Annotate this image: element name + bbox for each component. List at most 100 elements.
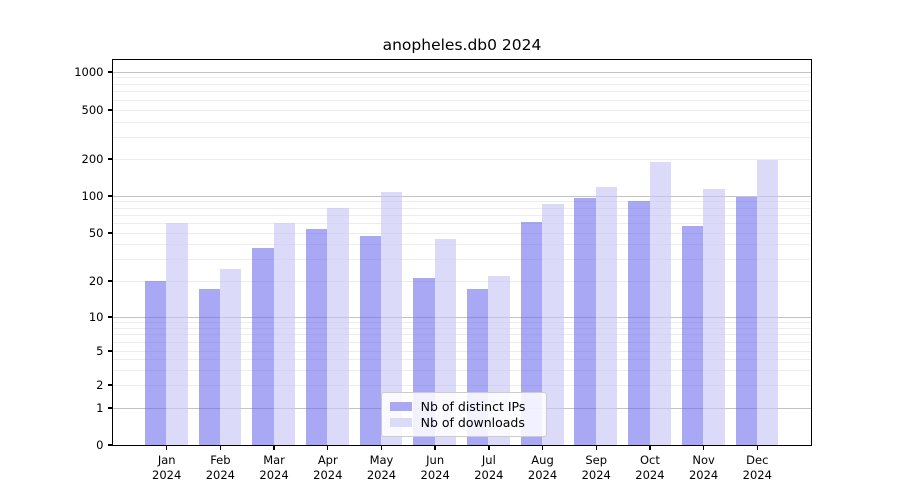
bar-distinct-ips-mar xyxy=(252,248,274,445)
bar-downloads-apr xyxy=(327,207,349,445)
y-tick-label-2: 2 xyxy=(96,378,104,392)
bar-distinct-ips-jan xyxy=(144,280,167,445)
x-tick-mark xyxy=(756,445,758,450)
gridline-minor xyxy=(112,207,811,209)
bar-distinct-ips-aug xyxy=(520,222,543,445)
y-tick-label-50: 50 xyxy=(88,226,104,240)
y-tick-mark xyxy=(107,316,112,318)
x-tick-mark xyxy=(273,445,275,450)
gridline-minor xyxy=(112,259,811,261)
x-tick-label-apr: Apr 2024 xyxy=(313,453,343,482)
y-tick-label-200: 200 xyxy=(81,152,104,166)
gridline-minor xyxy=(112,369,811,371)
gridline-minor xyxy=(112,109,811,111)
y-tick-mark xyxy=(107,350,112,352)
x-tick-mark xyxy=(380,445,383,450)
gridline-minor xyxy=(112,91,811,93)
y-tick-mark xyxy=(107,444,112,446)
gridline-minor xyxy=(112,99,811,101)
x-tick-mark xyxy=(702,445,705,450)
gridline-minor xyxy=(112,136,811,138)
x-tick-mark xyxy=(434,445,436,450)
y-tick-label-20: 20 xyxy=(88,274,104,288)
gridline-major-100 xyxy=(112,195,811,197)
bar-downloads-mar xyxy=(273,222,296,445)
legend-label-distinct-ips: Nb of distinct IPs xyxy=(420,398,526,414)
x-tick-label-jun: Jun 2024 xyxy=(420,453,450,482)
gridline-minor xyxy=(112,384,811,386)
x-tick-mark xyxy=(219,445,222,450)
gridline-minor xyxy=(112,321,811,323)
gridline-major-10 xyxy=(112,316,811,318)
bar-downloads-nov xyxy=(703,188,725,445)
bar-distinct-ips-feb xyxy=(198,289,220,445)
bar-downloads-may xyxy=(381,191,403,445)
gridline-minor xyxy=(112,158,811,160)
y-tick-mark xyxy=(107,384,112,386)
gridline-minor xyxy=(112,214,811,216)
x-tick-label-may: May 2024 xyxy=(366,453,397,482)
gridline-minor xyxy=(112,83,811,85)
bar-downloads-sep xyxy=(595,187,618,445)
bar-downloads-oct xyxy=(649,161,671,445)
x-tick-label-dec: Dec 2024 xyxy=(742,453,772,482)
x-tick-label-nov: Nov 2024 xyxy=(688,453,719,482)
y-tick-mark xyxy=(107,109,112,111)
x-tick-label-oct: Oct 2024 xyxy=(635,453,665,482)
y-tick-label-0: 0 xyxy=(96,438,104,452)
x-tick-label-mar: Mar 2024 xyxy=(259,453,289,482)
bar-downloads-jan xyxy=(166,222,188,445)
x-tick-label-feb: Feb 2024 xyxy=(205,453,236,482)
y-tick-mark xyxy=(107,280,112,282)
y-tick-label-1: 1 xyxy=(96,401,104,415)
bar-distinct-ips-may xyxy=(359,235,382,445)
x-tick-mark xyxy=(327,445,329,450)
gridline-minor xyxy=(112,121,811,123)
gridline-major-1000 xyxy=(112,71,811,73)
bar-downloads-aug xyxy=(542,203,564,445)
plot-area: Nb of distinct IPs Nb of downloads xyxy=(111,58,812,446)
bar-downloads-feb xyxy=(219,268,242,445)
x-tick-label-jan: Jan 2024 xyxy=(152,453,182,482)
x-tick-mark xyxy=(488,445,490,450)
legend-swatch-downloads xyxy=(389,417,412,427)
gridline-minor xyxy=(112,222,811,224)
legend-entry-distinct-ips: Nb of distinct IPs xyxy=(389,398,538,414)
gridline-minor xyxy=(112,232,811,234)
gridline-minor xyxy=(112,77,811,79)
gridline-minor xyxy=(112,350,811,352)
gridline-minor xyxy=(112,358,811,360)
gridline-minor xyxy=(112,201,811,203)
x-tick-mark xyxy=(649,445,651,450)
x-tick-label-aug: Aug 2024 xyxy=(527,453,558,482)
gridline-minor xyxy=(112,341,811,343)
y-tick-label-1000: 1000 xyxy=(74,65,104,79)
y-tick-mark xyxy=(107,407,112,409)
y-tick-label-10: 10 xyxy=(88,310,104,324)
x-tick-label-sep: Sep 2024 xyxy=(581,453,611,482)
y-tick-mark xyxy=(107,232,112,234)
gridline-minor xyxy=(112,334,811,336)
chart-title: anopheles.db0 2024 xyxy=(382,36,542,54)
x-tick-mark xyxy=(595,445,597,450)
y-tick-mark xyxy=(107,71,112,73)
bar-downloads-dec xyxy=(756,159,779,445)
bar-distinct-ips-nov xyxy=(681,225,704,445)
x-tick-mark xyxy=(165,445,168,450)
y-tick-label-5: 5 xyxy=(96,344,104,358)
legend: Nb of distinct IPs Nb of downloads xyxy=(380,391,547,437)
gridline-minor xyxy=(112,327,811,329)
y-tick-label-500: 500 xyxy=(81,103,104,117)
bar-distinct-ips-apr xyxy=(305,228,328,445)
bar-distinct-ips-oct xyxy=(628,200,650,445)
gridline-minor xyxy=(112,244,811,246)
bar-distinct-ips-dec xyxy=(735,196,757,445)
legend-swatch-distinct-ips xyxy=(389,401,412,411)
x-tick-label-jul: Jul 2024 xyxy=(474,453,504,482)
legend-label-downloads: Nb of downloads xyxy=(420,414,525,430)
bar-distinct-ips-sep xyxy=(574,197,596,445)
x-tick-mark xyxy=(541,445,544,450)
legend-entry-downloads: Nb of downloads xyxy=(389,414,538,430)
y-tick-label-100: 100 xyxy=(81,189,104,203)
